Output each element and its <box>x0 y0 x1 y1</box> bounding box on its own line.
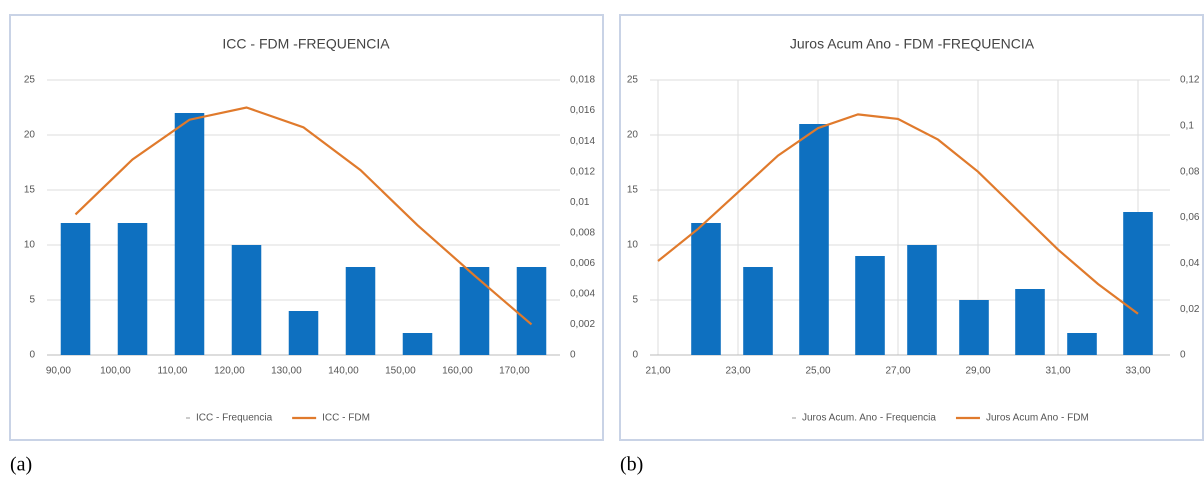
y2-tick-label: 0,004 <box>570 289 595 300</box>
bar <box>799 124 829 355</box>
y-tick-label: 15 <box>24 185 36 196</box>
y2-tick-label: 0,008 <box>570 227 595 238</box>
y2-tick-label: 0 <box>570 350 576 361</box>
x-tick-label: 90,00 <box>46 366 71 377</box>
y2-tick-label: 0,012 <box>570 166 595 177</box>
line <box>657 113 1139 315</box>
x-tick-label: 23,00 <box>725 366 750 377</box>
bar <box>60 223 91 355</box>
caption: (b) <box>620 454 643 476</box>
y2-tick-label: 0,08 <box>1180 166 1200 177</box>
y-tick-label: 0 <box>632 350 638 361</box>
x-tick-label: 21,00 <box>645 366 670 377</box>
y-tick-label: 20 <box>24 130 36 141</box>
x-tick-label: 33,00 <box>1125 366 1150 377</box>
y2-tick-label: 0,06 <box>1180 212 1200 223</box>
x-tick-label: 27,00 <box>885 366 910 377</box>
legend-label: Juros Acum Ano - FDM <box>986 413 1089 424</box>
y2-tick-label: 0,04 <box>1180 258 1200 269</box>
y2-tick-label: 0,006 <box>570 258 595 269</box>
y-tick-label: 10 <box>627 240 639 251</box>
x-tick-label: 170,00 <box>499 366 530 377</box>
y-tick-label: 15 <box>627 185 639 196</box>
panel-frame <box>9 14 604 441</box>
bar <box>691 223 721 355</box>
bar <box>855 256 885 355</box>
y-tick-label: 25 <box>24 75 36 86</box>
caption: (a) <box>10 454 32 476</box>
bar <box>459 267 490 355</box>
y2-tick-label: 0,01 <box>570 197 590 208</box>
chart-title: ICC - FDM -FREQUENCIA <box>222 36 390 52</box>
y2-tick-label: 0,016 <box>570 105 595 116</box>
y2-tick-label: 0,12 <box>1180 75 1200 86</box>
x-tick-label: 160,00 <box>442 366 473 377</box>
y2-tick-label: 0,002 <box>570 319 595 330</box>
bar <box>959 300 989 355</box>
x-tick-label: 110,00 <box>157 366 187 377</box>
legend-label: ICC - FDM <box>322 413 370 424</box>
bar <box>1123 212 1153 355</box>
chart-title: Juros Acum Ano - FDM -FREQUENCIA <box>790 36 1035 52</box>
bar <box>174 113 205 355</box>
x-tick-label: 100,00 <box>100 366 131 377</box>
y2-tick-label: 0,02 <box>1180 304 1200 315</box>
y-tick-label: 20 <box>627 130 639 141</box>
y2-tick-label: 0,014 <box>570 136 595 147</box>
legend-label: ICC - Frequencia <box>196 413 273 424</box>
legend-label: Juros Acum. Ano - Frequencia <box>802 413 936 424</box>
bar <box>743 267 773 355</box>
bar <box>288 311 319 355</box>
bar <box>907 245 937 355</box>
legend-swatch <box>792 417 796 419</box>
x-tick-label: 25,00 <box>805 366 830 377</box>
x-tick-label: 120,00 <box>214 366 245 377</box>
bar <box>516 267 547 355</box>
y2-tick-label: 0,018 <box>570 75 595 86</box>
y2-tick-label: 0 <box>1180 350 1186 361</box>
y-tick-label: 10 <box>24 240 36 251</box>
y-tick-label: 5 <box>29 295 35 306</box>
bar <box>1067 333 1097 355</box>
x-tick-label: 150,00 <box>385 366 416 377</box>
legend-swatch <box>186 417 190 419</box>
line <box>74 106 533 326</box>
x-tick-label: 29,00 <box>965 366 990 377</box>
x-tick-label: 31,00 <box>1045 366 1070 377</box>
bar <box>1015 289 1045 355</box>
x-tick-label: 130,00 <box>271 366 302 377</box>
bar <box>231 245 262 355</box>
y2-tick-label: 0,1 <box>1180 120 1194 131</box>
bar <box>402 333 433 355</box>
y-tick-label: 5 <box>632 295 638 306</box>
x-tick-label: 140,00 <box>328 366 359 377</box>
bar <box>345 267 376 355</box>
bar <box>117 223 148 355</box>
y-tick-label: 25 <box>627 75 639 86</box>
y-tick-label: 0 <box>29 350 35 361</box>
